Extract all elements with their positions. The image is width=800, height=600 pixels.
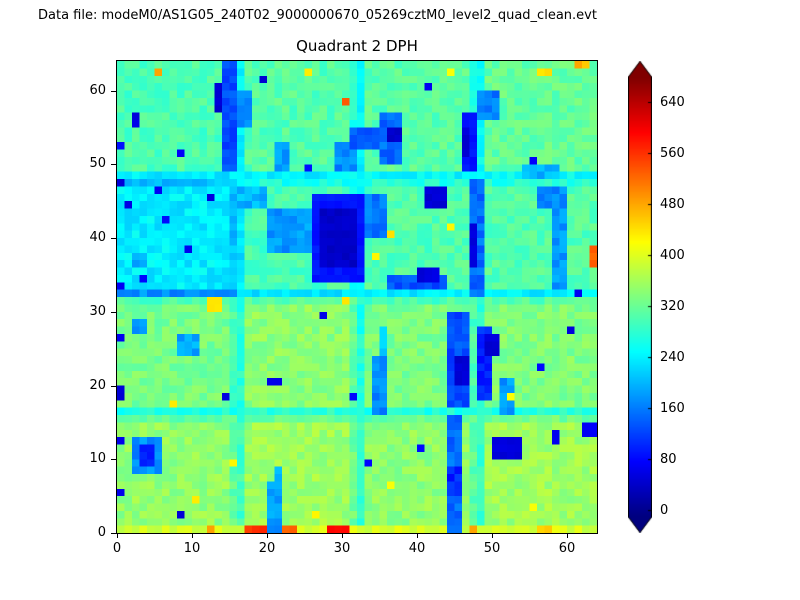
chart-title: Quadrant 2 DPH — [296, 37, 418, 55]
plot-area — [116, 60, 598, 534]
x-tick-mark — [417, 533, 418, 538]
y-tick-label: 20 — [89, 377, 106, 393]
x-tick-mark — [117, 533, 118, 538]
y-tick-label: 40 — [89, 230, 106, 245]
y-tick-mark — [111, 164, 116, 166]
y-tick-mark — [111, 459, 116, 461]
colorbar-tick-label: 80 — [660, 451, 677, 467]
y-tick-mark — [111, 90, 116, 92]
colorbar-tick-label: 400 — [660, 247, 685, 263]
y-tick-mark — [111, 385, 116, 387]
x-tick-mark — [567, 533, 568, 538]
colorbar-tick-label: 560 — [660, 145, 685, 161]
heatmap-canvas — [117, 61, 597, 533]
x-tick-label: 60 — [558, 541, 576, 556]
colorbar-tick-label: 320 — [660, 298, 685, 314]
colorbar-tick-label: 240 — [660, 349, 685, 365]
datafile-label: Data file: modeM0/AS1G05_240T02_90000006… — [38, 8, 597, 23]
x-tick-label: 50 — [483, 541, 501, 556]
y-tick-mark — [111, 311, 116, 313]
x-tick-label: 0 — [112, 541, 122, 556]
colorbar-tick-label: 160 — [660, 400, 685, 416]
y-tick-label: 10 — [89, 451, 106, 467]
y-tick-label: 30 — [89, 303, 106, 319]
x-tick-mark — [342, 533, 343, 538]
colorbar — [628, 61, 652, 533]
x-tick-label: 10 — [183, 541, 201, 556]
colorbar-tick-label: 0 — [660, 502, 669, 518]
y-tick-label: 50 — [89, 156, 106, 172]
x-tick-label: 40 — [408, 541, 426, 556]
y-tick-mark — [111, 533, 116, 534]
x-tick-mark — [192, 533, 193, 538]
x-tick-label: 30 — [333, 541, 351, 556]
colorbar-tick-label: 640 — [660, 94, 685, 110]
y-tick-mark — [111, 238, 116, 239]
x-tick-mark — [492, 533, 493, 538]
y-tick-label: 0 — [97, 525, 106, 540]
colorbar-tick-label: 480 — [660, 196, 685, 212]
x-tick-mark — [267, 533, 268, 538]
x-tick-label: 20 — [258, 541, 276, 556]
y-tick-label: 60 — [89, 82, 106, 98]
